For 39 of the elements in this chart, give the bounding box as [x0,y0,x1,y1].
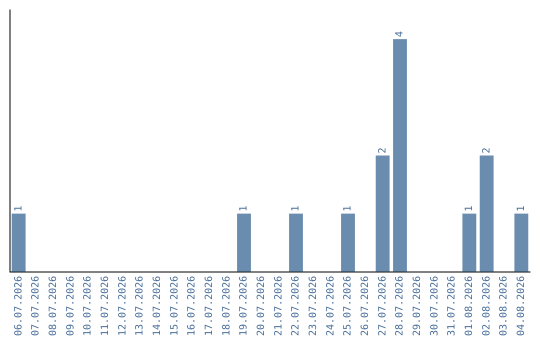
data-label: 1 [516,206,527,212]
x-tick-label: 07.07.2026 [30,276,42,336]
x-tick-label: 10.07.2026 [82,276,94,336]
x-tick-label: 22.07.2026 [290,276,302,336]
x-tick-label: 18.07.2026 [221,276,232,336]
x-tick-label: 20.07.2026 [256,276,267,336]
x-tick-label: 14.07.2026 [152,276,163,336]
x-tick-label: 29.07.2026 [412,276,423,336]
x-tick-label: 16.07.2026 [186,276,198,336]
data-label: 2 [481,147,492,154]
x-tick-label: 31.07.2026 [446,276,458,336]
x-tick-label: 28.07.2026 [394,276,406,336]
x-tick-label: 25.07.2026 [342,276,354,336]
data-label: 1 [464,206,475,212]
x-tick-label: 08.07.2026 [48,276,59,336]
data-label: 1 [342,206,354,212]
x-tick-label: 19.07.2026 [238,276,250,336]
data-label: 4 [394,31,406,38]
data-label: 1 [290,206,302,212]
x-tick-label: 11.07.2026 [100,276,111,336]
x-tick-label: 26.07.2026 [360,276,371,336]
data-label: 1 [13,206,24,212]
x-tick-label: 21.07.2026 [273,276,284,336]
x-tick-label: 17.07.2026 [204,276,215,336]
x-tick-label: 04.08.2026 [516,276,527,336]
x-tick-label: 06.07.2026 [13,276,24,336]
x-tick-label: 24.07.2026 [325,276,336,336]
data-label: 1 [238,206,250,212]
x-tick-label: 15.07.2026 [169,276,180,336]
x-tick-label: 03.08.2026 [498,276,510,336]
x-tick-label: 09.07.2026 [65,276,76,336]
x-tick-label: 30.07.2026 [429,276,440,336]
data-label: 2 [377,147,388,154]
x-tick-label: 01.08.2026 [464,276,475,336]
x-tick-label: 13.07.2026 [134,276,146,336]
x-tick-label: 12.07.2026 [117,276,128,336]
x-tick-label: 02.08.2026 [481,276,492,336]
x-tick-label: 27.07.2026 [377,276,388,336]
x-tick-label: 23.07.2026 [308,276,319,336]
